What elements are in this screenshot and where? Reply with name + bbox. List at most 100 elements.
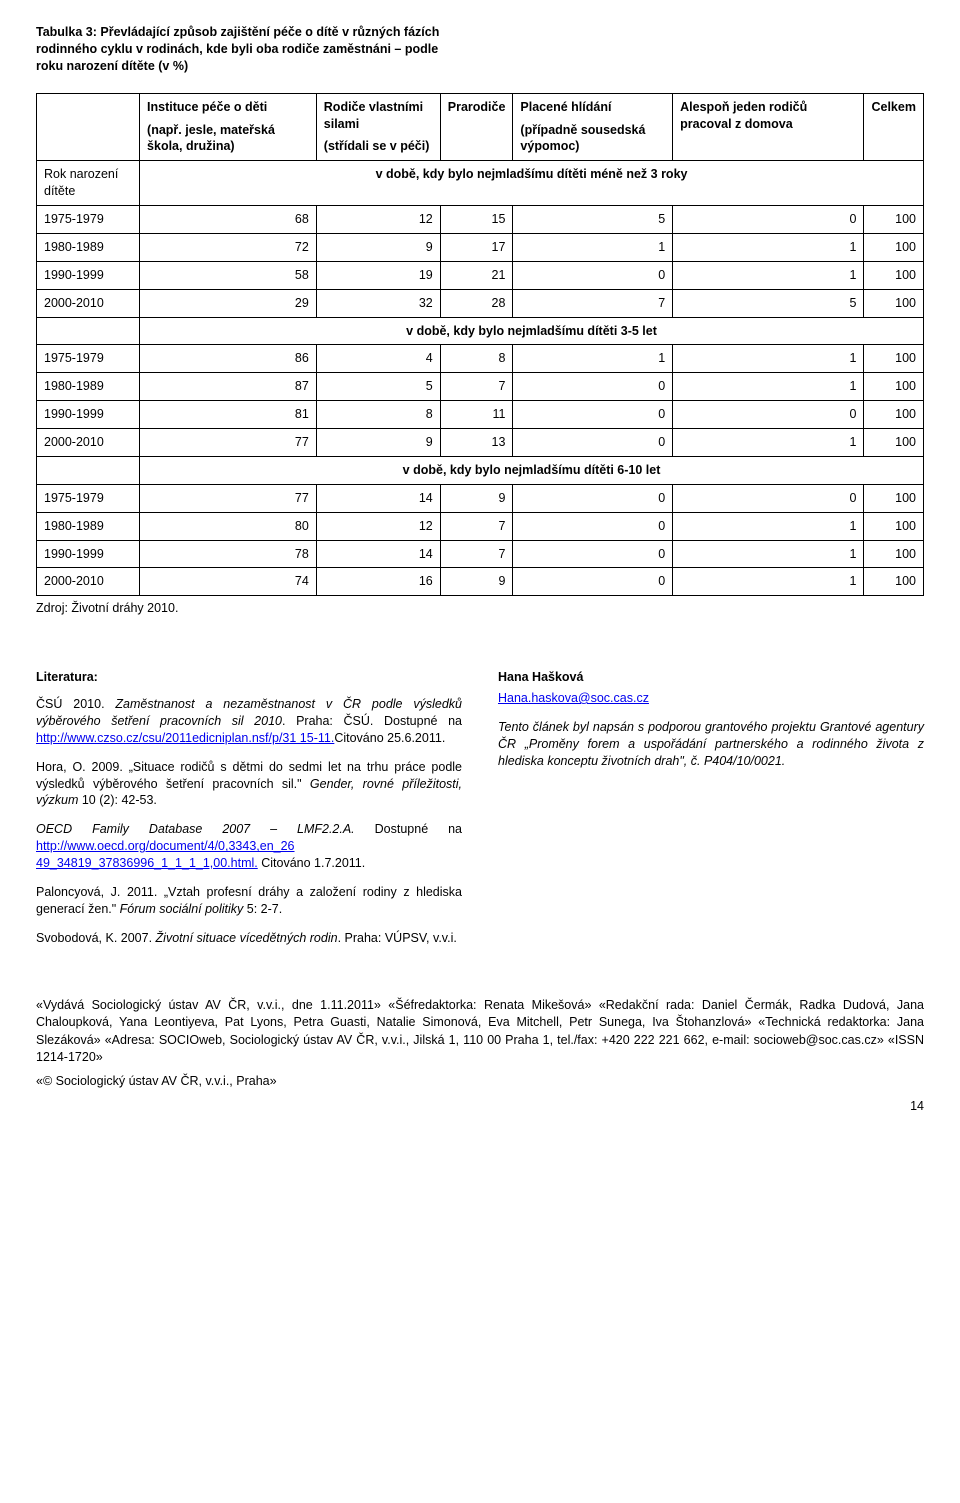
data-cell: 78 (140, 540, 317, 568)
data-cell: 9 (316, 429, 440, 457)
table-title: Tabulka 3: Převládající způsob zajištění… (36, 24, 456, 75)
column-header: Placené hlídání(případně sousedská výpom… (513, 93, 673, 161)
row-label: 1990-1999 (37, 401, 140, 429)
row-label: 1990-1999 (37, 261, 140, 289)
table-row: 1975-19797714900100 (37, 484, 924, 512)
row-label: 1975-1979 (37, 206, 140, 234)
data-cell: 1 (513, 233, 673, 261)
data-cell: 29 (140, 289, 317, 317)
table-row: 1980-1989875701100 (37, 373, 924, 401)
data-cell: 7 (440, 540, 513, 568)
data-cell: 68 (140, 206, 317, 234)
section-span-label: v době, kdy bylo nejmladšímu dítěti méně… (140, 161, 924, 206)
table-row: 2000-20107416901100 (37, 568, 924, 596)
row-label: 1990-1999 (37, 540, 140, 568)
row-label: 1980-1989 (37, 233, 140, 261)
data-cell: 100 (864, 373, 924, 401)
data-cell: 9 (440, 568, 513, 596)
page-number: 14 (36, 1098, 924, 1115)
link-czso[interactable]: http://www.czso.cz/csu/2011edicniplan.ns… (36, 731, 334, 745)
column-header: Alespoň jeden rodičů pracoval z domova (673, 93, 864, 161)
data-cell: 0 (513, 568, 673, 596)
data-cell: 17 (440, 233, 513, 261)
data-cell: 87 (140, 373, 317, 401)
table-row: 1980-19898012701100 (37, 512, 924, 540)
data-cell: 0 (513, 401, 673, 429)
data-table: Instituce péče o děti(např. jesle, mateř… (36, 93, 924, 597)
data-cell: 8 (316, 401, 440, 429)
data-cell: 100 (864, 512, 924, 540)
data-cell: 19 (316, 261, 440, 289)
row-label: 1975-1979 (37, 345, 140, 373)
section-left-label: Rok narození dítěte (37, 161, 140, 206)
ref-1: ČSÚ 2010. Zaměstnanost a nezaměstnanost … (36, 696, 462, 747)
author-email[interactable]: Hana.haskova@soc.cas.cz (498, 691, 649, 705)
data-cell: 100 (864, 206, 924, 234)
data-cell: 16 (316, 568, 440, 596)
data-cell: 100 (864, 289, 924, 317)
data-cell: 0 (673, 484, 864, 512)
data-cell: 1 (673, 568, 864, 596)
data-cell: 86 (140, 345, 317, 373)
data-cell: 100 (864, 484, 924, 512)
column-header: Prarodiče (440, 93, 513, 161)
link-oecd[interactable]: http://www.oecd.org/document/4/0,3343,en… (36, 839, 295, 870)
row-label: 2000-2010 (37, 429, 140, 457)
table-row: 1975-197968121550100 (37, 206, 924, 234)
data-cell: 12 (316, 206, 440, 234)
data-cell: 0 (513, 512, 673, 540)
data-cell: 5 (316, 373, 440, 401)
data-cell: 1 (673, 540, 864, 568)
data-cell: 100 (864, 261, 924, 289)
column-header: Instituce péče o děti(např. jesle, mateř… (140, 93, 317, 161)
data-cell: 4 (316, 345, 440, 373)
data-cell: 21 (440, 261, 513, 289)
section-span-label: v době, kdy bylo nejmladšímu dítěti 3-5 … (140, 317, 924, 345)
column-header (37, 93, 140, 161)
data-cell: 1 (673, 345, 864, 373)
data-cell: 1 (673, 512, 864, 540)
table-row: 2000-20107791301100 (37, 429, 924, 457)
data-cell: 28 (440, 289, 513, 317)
ref-4: Paloncyová, J. 2011. „Vztah profesní drá… (36, 884, 462, 918)
data-cell: 14 (316, 484, 440, 512)
data-cell: 5 (513, 206, 673, 234)
data-cell: 1 (513, 345, 673, 373)
source-line: Zdroj: Životní dráhy 2010. (36, 600, 924, 617)
column-header: Rodiče vlastními silami(střídali se v pé… (316, 93, 440, 161)
table-row: 1990-199958192101100 (37, 261, 924, 289)
author-name: Hana Hašková (498, 670, 583, 684)
data-cell: 0 (673, 401, 864, 429)
column-header: Celkem (864, 93, 924, 161)
data-cell: 1 (673, 429, 864, 457)
data-cell: 100 (864, 429, 924, 457)
row-label: 2000-2010 (37, 289, 140, 317)
data-cell: 1 (673, 261, 864, 289)
footer: «Vydává Sociologický ústav AV ČR, v.v.i.… (36, 997, 924, 1091)
data-cell: 13 (440, 429, 513, 457)
row-label: 2000-2010 (37, 568, 140, 596)
grant-note: Tento článek byl napsán s podporou grant… (498, 719, 924, 770)
ref-3: OECD Family Database 2007 – LMF2.2.A. Do… (36, 821, 462, 872)
table-row: 1975-1979864811100 (37, 345, 924, 373)
data-cell: 0 (513, 540, 673, 568)
data-cell: 72 (140, 233, 317, 261)
footer-line-2: «© Sociologický ústav AV ČR, v.v.i., Pra… (36, 1073, 924, 1091)
literature-heading: Literatura: (36, 669, 462, 686)
data-cell: 100 (864, 345, 924, 373)
data-cell: 7 (440, 373, 513, 401)
row-label: 1975-1979 (37, 484, 140, 512)
table-row: 2000-201029322875100 (37, 289, 924, 317)
data-cell: 74 (140, 568, 317, 596)
data-cell: 81 (140, 401, 317, 429)
data-cell: 7 (513, 289, 673, 317)
data-cell: 1 (673, 373, 864, 401)
ref-5: Svobodová, K. 2007. Životní situace více… (36, 930, 462, 947)
data-cell: 77 (140, 429, 317, 457)
data-cell: 0 (513, 261, 673, 289)
data-cell: 0 (513, 484, 673, 512)
data-cell: 9 (316, 233, 440, 261)
data-cell: 77 (140, 484, 317, 512)
author-column: Hana Hašková Hana.haskova@soc.cas.cz Ten… (498, 669, 924, 781)
data-cell: 14 (316, 540, 440, 568)
